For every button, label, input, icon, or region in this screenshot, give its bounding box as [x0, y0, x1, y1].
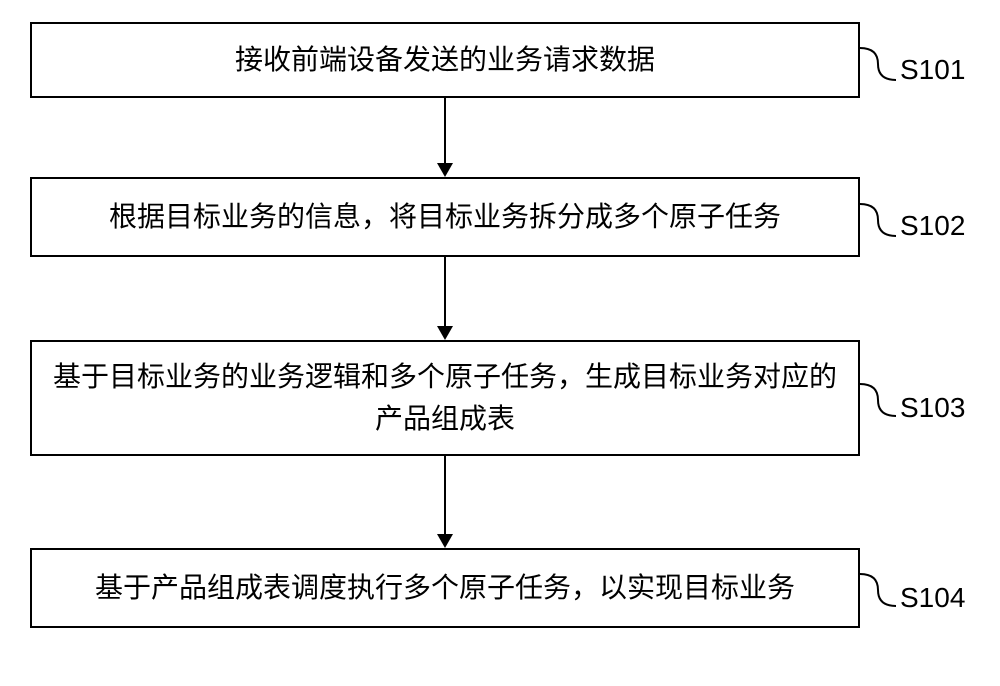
step-id: S101 — [900, 54, 965, 85]
step-box-s102: 根据目标业务的信息，将目标业务拆分成多个原子任务 — [30, 177, 860, 257]
label-connector-s104 — [860, 568, 900, 612]
arrow-1 — [433, 98, 457, 177]
step-box-s101: 接收前端设备发送的业务请求数据 — [30, 22, 860, 98]
step-label-s104: S104 — [900, 582, 965, 614]
step-text: 基于产品组成表调度执行多个原子任务，以实现目标业务 — [95, 567, 795, 609]
step-box-s104: 基于产品组成表调度执行多个原子任务，以实现目标业务 — [30, 548, 860, 628]
step-label-s102: S102 — [900, 210, 965, 242]
step-id: S102 — [900, 210, 965, 241]
arrow-2 — [433, 257, 457, 340]
label-connector-s103 — [860, 378, 900, 422]
step-box-s103: 基于目标业务的业务逻辑和多个原子任务，生成目标业务对应的产品组成表 — [30, 340, 860, 456]
step-text: 根据目标业务的信息，将目标业务拆分成多个原子任务 — [109, 196, 781, 238]
step-text: 基于目标业务的业务逻辑和多个原子任务，生成目标业务对应的产品组成表 — [52, 356, 838, 440]
step-label-s101: S101 — [900, 54, 965, 86]
step-text: 接收前端设备发送的业务请求数据 — [235, 39, 655, 81]
arrow-3 — [433, 456, 457, 548]
step-id: S104 — [900, 582, 965, 613]
label-connector-s101 — [860, 42, 900, 86]
label-connector-s102 — [860, 198, 900, 242]
flowchart-container: 接收前端设备发送的业务请求数据 S101 根据目标业务的信息，将目标业务拆分成多… — [0, 0, 1000, 686]
step-label-s103: S103 — [900, 392, 965, 424]
step-id: S103 — [900, 392, 965, 423]
